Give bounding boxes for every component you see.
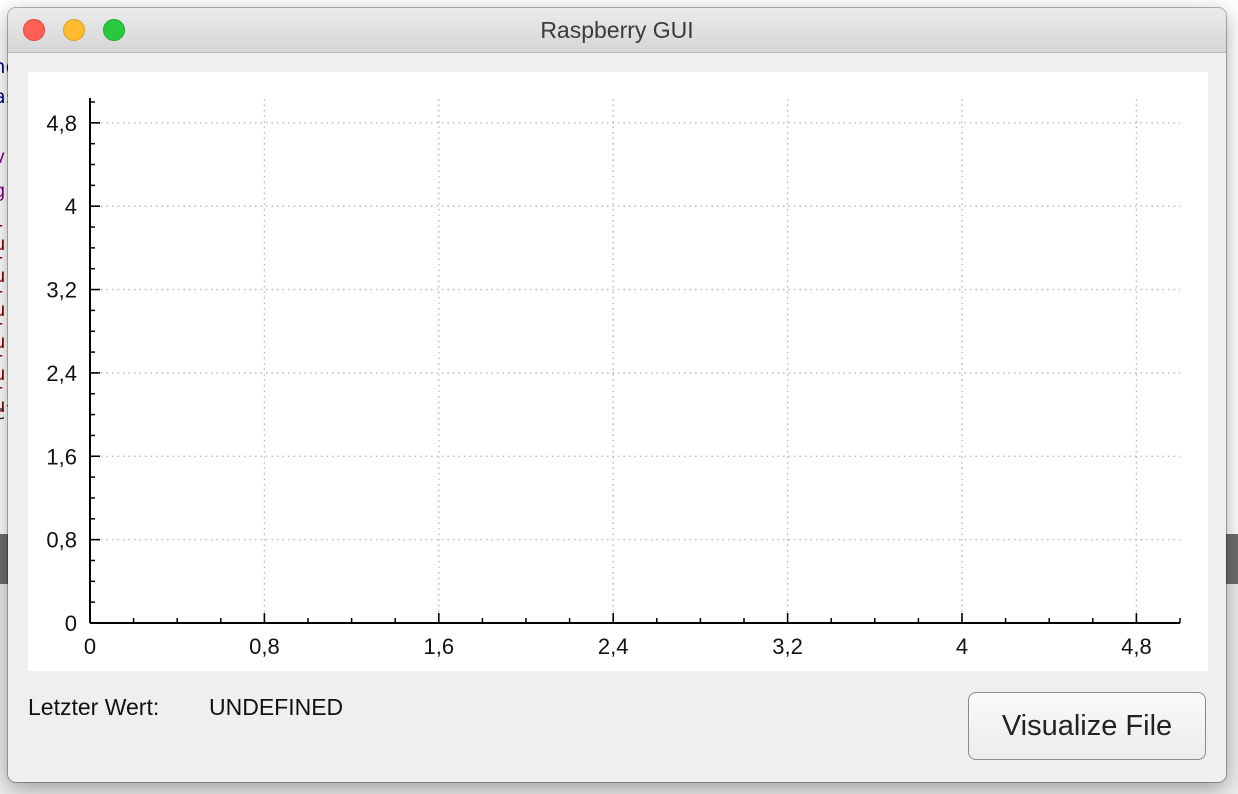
window-title: Raspberry GUI (540, 17, 694, 43)
background-code-fragment: -u (0, 216, 12, 254)
close-window-icon[interactable] (23, 19, 45, 41)
app-window: Raspberry GUI 0 0,8 1,6 2,4 3,2 4 4,8 0 0,8 1,6 2,… (8, 8, 1226, 782)
y-tick-label: 4 (65, 194, 77, 219)
maximize-window-icon[interactable] (103, 19, 125, 41)
axes (89, 98, 1180, 624)
minor-ticks (90, 101, 1181, 623)
x-tick-label: 1,6 (424, 634, 455, 659)
last-value-display: UNDEFINED (209, 694, 344, 720)
background-code-fragment: -u (0, 314, 12, 352)
background-code-fragment: -u (0, 346, 12, 384)
x-tick-label: 4,8 (1121, 634, 1152, 659)
x-tick-label: 4 (956, 634, 968, 659)
background-code-fragment: -u (0, 248, 12, 286)
y-tick-label: 0,8 (46, 528, 77, 553)
background-code-fragment: -u (0, 282, 12, 320)
x-tick-label: 2,4 (598, 634, 629, 659)
background-code-fragment: v (0, 148, 5, 167)
grid-lines (90, 98, 1180, 623)
x-tick-label: 0,8 (249, 634, 280, 659)
y-tick-label: 0 (65, 611, 77, 636)
background-code-fragment: -u (0, 378, 12, 416)
tick-labels: 0 0,8 1,6 2,4 3,2 4 4,8 0 0,8 1,6 2,4 3,2 4 4,8 (46, 111, 1151, 659)
background-code-fragment: g (0, 182, 5, 201)
x-tick-label: 3,2 (772, 634, 803, 659)
plot-widget[interactable]: 0 0,8 1,6 2,4 3,2 4 4,8 0 0,8 1,6 2,4 3,2 4 4,8 (28, 72, 1208, 671)
y-tick-label: 3,2 (46, 278, 77, 303)
plot-canvas: 0 0,8 1,6 2,4 3,2 4 4,8 0 0,8 1,6 2,4 3,2 4 4,8 (46, 98, 1181, 659)
y-tick-label: 2,4 (46, 361, 77, 386)
y-tick-label: 1,6 (46, 444, 77, 469)
minimize-window-icon[interactable] (63, 19, 85, 41)
y-tick-label: 4,8 (46, 111, 77, 136)
x-tick-label: 0 (84, 634, 96, 659)
last-value-label: Letzter Wert: (28, 694, 160, 720)
visualize-file-button[interactable]: Visualize File (968, 692, 1206, 760)
title-bar[interactable]: Raspberry GUI (8, 8, 1226, 53)
